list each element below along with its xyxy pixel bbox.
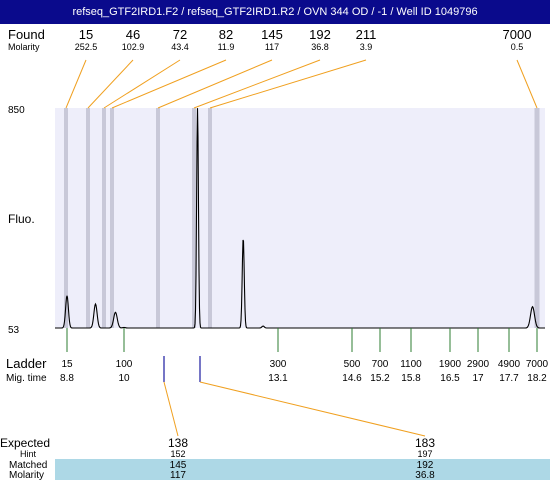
matched-size-label: 145 <box>170 460 187 471</box>
ladder-row-label: Ladder <box>6 356 47 371</box>
found-peak-band <box>64 108 68 328</box>
found-peak-band <box>208 108 212 328</box>
mig-time-row-label: Mig. time <box>6 373 47 384</box>
molarity-bottom-row-label: Molarity <box>9 470 44 480</box>
ladder-time-label: 14.6 <box>342 373 362 384</box>
found-molarity-label: 11.9 <box>218 42 235 52</box>
ladder-size-label: 700 <box>372 359 389 370</box>
ladder-size-label: 100 <box>116 359 133 370</box>
found-size-label: 7000 <box>503 27 532 42</box>
ladder-time-label: 18.2 <box>527 373 547 384</box>
ladder-time-label: 17 <box>472 373 484 384</box>
found-peak-band <box>110 108 114 328</box>
found-peak-band <box>86 108 90 328</box>
hint-row-label: Hint <box>20 449 37 459</box>
ladder-size-label: 300 <box>270 359 287 370</box>
expected-size-label: 183 <box>415 436 435 450</box>
y-tick-label: 850 <box>8 105 25 116</box>
found-molarity-label: 36.8 <box>311 42 329 52</box>
found-connector-line <box>209 59 367 109</box>
ladder-time-label: 8.8 <box>60 373 74 384</box>
molarity-row-label: Molarity <box>8 42 40 52</box>
matched-molarity-label: 36.8 <box>415 470 435 480</box>
found-connector-line <box>87 59 134 109</box>
found-molarity-label: 102.9 <box>122 42 145 52</box>
ladder-time-label: 15.8 <box>401 373 421 384</box>
expected-connector-line <box>199 381 426 437</box>
matched-row-label: Matched <box>9 460 47 471</box>
found-molarity-label: 252.5 <box>75 42 98 52</box>
window-title: refseq_GTF2IRD1.F2 / refseq_GTF2IRD1.R2 … <box>0 0 550 24</box>
plot-area <box>55 108 545 328</box>
ladder-time-label: 10 <box>118 373 130 384</box>
matched-highlight-row <box>55 459 550 480</box>
ladder-time-label: 15.2 <box>370 373 390 384</box>
y-axis-label: Fluo. <box>8 212 35 226</box>
ladder-size-label: 15 <box>61 359 73 370</box>
ladder-size-label: 500 <box>344 359 361 370</box>
found-peak-band <box>192 108 196 328</box>
found-size-label: 46 <box>126 27 140 42</box>
found-molarity-label: 0.5 <box>511 42 524 52</box>
found-connector-line <box>157 59 273 109</box>
found-connector-line <box>516 59 538 109</box>
found-peak-band <box>156 108 160 328</box>
found-connector-line <box>103 59 181 109</box>
ladder-time-label: 17.7 <box>499 373 519 384</box>
ladder-size-label: 1100 <box>400 359 422 370</box>
ladder-size-label: 4900 <box>498 359 521 370</box>
found-molarity-label: 43.4 <box>171 42 189 52</box>
matched-size-label: 192 <box>417 460 434 471</box>
found-connector-line <box>65 59 87 109</box>
expected-row-label: Expected <box>0 436 50 450</box>
found-molarity-label: 117 <box>265 42 279 52</box>
found-size-label: 211 <box>356 27 377 42</box>
hint-size-label: 197 <box>417 449 432 459</box>
hint-size-label: 152 <box>170 449 185 459</box>
found-row-label: Found <box>8 27 45 42</box>
y-tick-label: 53 <box>8 325 20 336</box>
fluorescence-trace <box>55 108 545 329</box>
found-peak-band <box>534 108 540 328</box>
expected-connector-line <box>163 381 179 437</box>
found-peak-band <box>102 108 106 328</box>
found-size-label: 145 <box>261 27 283 42</box>
found-connector-line <box>193 59 321 109</box>
found-connector-line <box>111 59 227 109</box>
ladder-time-label: 16.5 <box>440 373 460 384</box>
ladder-size-label: 7000 <box>526 359 549 370</box>
matched-molarity-label: 117 <box>170 470 186 480</box>
found-size-label: 82 <box>219 27 233 42</box>
found-molarity-label: 3.9 <box>360 42 373 52</box>
expected-size-label: 138 <box>168 436 188 450</box>
found-size-label: 192 <box>309 27 331 42</box>
found-size-label: 72 <box>173 27 187 42</box>
ladder-size-label: 2900 <box>467 359 490 370</box>
ladder-size-label: 1900 <box>439 359 462 370</box>
found-size-label: 15 <box>79 27 93 42</box>
ladder-time-label: 13.1 <box>268 373 288 384</box>
